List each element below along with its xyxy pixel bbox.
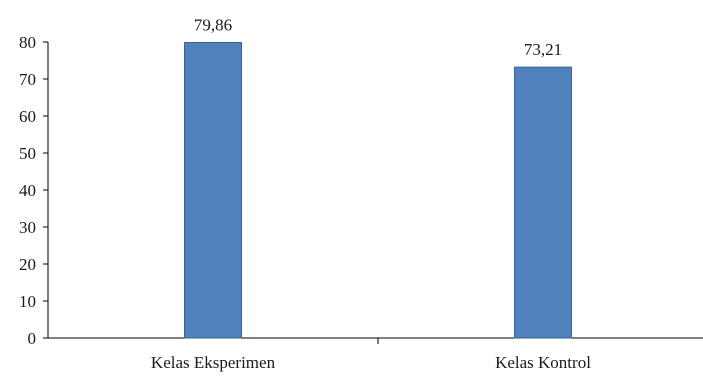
- y-tick-label: 20: [19, 255, 36, 274]
- bars: [184, 42, 572, 339]
- bar-kelas-eksperimen: [184, 42, 242, 339]
- data-label: 73,21: [524, 40, 562, 59]
- x-category-label: Kelas Kontrol: [495, 353, 591, 372]
- y-tick-label: 30: [19, 218, 36, 237]
- x-axis: Kelas Eksperimen Kelas Kontrol: [48, 337, 703, 372]
- y-tick-label: 10: [19, 292, 36, 311]
- data-labels: 79,86 73,21: [194, 16, 562, 60]
- data-label: 79,86: [194, 16, 232, 35]
- bar-kelas-kontrol: [514, 66, 572, 339]
- y-tick-label: 70: [19, 70, 36, 89]
- y-tick-label: 0: [28, 329, 37, 348]
- x-category-label: Kelas Eksperimen: [151, 353, 276, 372]
- y-tick-label: 40: [19, 181, 36, 200]
- y-tick-label: 50: [19, 144, 36, 163]
- y-axis: 0 10 20 30 40 50 60 70 80: [19, 33, 49, 348]
- y-tick-label: 60: [19, 107, 36, 126]
- y-tick-label: 80: [19, 33, 36, 52]
